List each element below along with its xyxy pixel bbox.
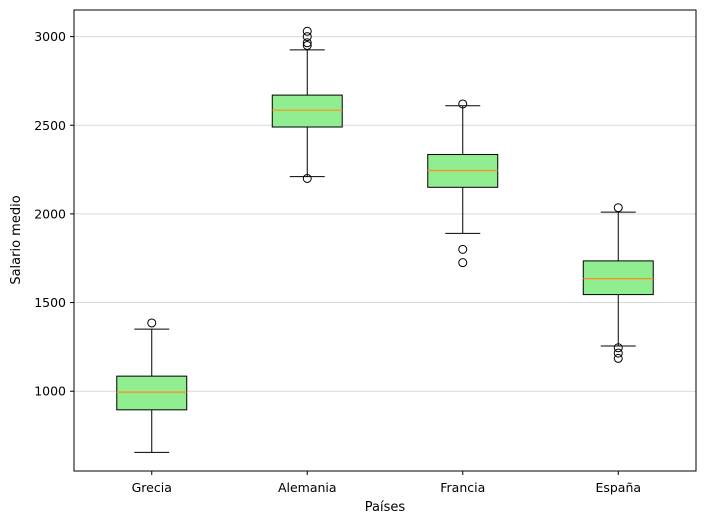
- y-tick-label: 1500: [34, 295, 66, 310]
- grid-lines: [74, 36, 696, 392]
- x-tick-label: España: [595, 480, 641, 495]
- x-axis: Grecia Alemania Francia España: [132, 471, 641, 495]
- x-axis-label: Países: [365, 500, 406, 515]
- outlier-point: [613, 353, 623, 363]
- outlier-point: [458, 258, 468, 268]
- outlier-point: [302, 26, 312, 36]
- box-grecia: [116, 318, 188, 453]
- iqr-box: [271, 94, 343, 128]
- y-tick-label: 1000: [34, 384, 66, 399]
- x-tick-label: Alemania: [278, 480, 337, 495]
- box-francia: [427, 99, 499, 268]
- iqr-box: [582, 260, 654, 296]
- y-tick-label: 2500: [34, 118, 66, 133]
- outlier-point: [302, 32, 312, 42]
- outlier-point: [302, 38, 312, 48]
- x-tick-label: Grecia: [132, 480, 172, 495]
- outlier-point: [613, 348, 623, 358]
- y-axis: 1000 1500 2000 2500 3000: [34, 29, 74, 399]
- x-tick-label: Francia: [440, 480, 485, 495]
- box-alemania: [271, 26, 343, 183]
- outlier-point: [147, 318, 157, 328]
- box-series: [116, 26, 654, 453]
- y-tick-label: 2000: [34, 206, 66, 221]
- y-axis-label: Salario medio: [9, 195, 24, 284]
- outlier-point: [458, 244, 468, 254]
- outlier-point: [458, 99, 468, 109]
- outlier-point: [302, 40, 312, 50]
- y-tick-label: 3000: [34, 29, 66, 44]
- outlier-point: [613, 343, 623, 353]
- iqr-box: [116, 375, 188, 411]
- plot-area-frame: [73, 9, 697, 472]
- outlier-point: [302, 173, 312, 183]
- outlier-point: [613, 203, 623, 213]
- box-españa: [582, 203, 654, 363]
